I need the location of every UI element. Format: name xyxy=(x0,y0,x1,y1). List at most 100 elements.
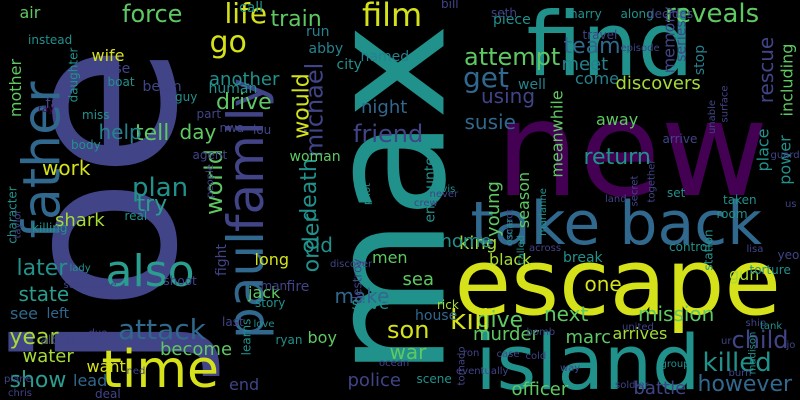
cloud-word: run xyxy=(306,24,330,40)
cloud-word: along xyxy=(620,7,654,21)
cloud-word: including xyxy=(776,43,796,117)
cloud-word: story xyxy=(255,296,286,310)
cloud-word: woman xyxy=(289,149,341,165)
cloud-word: albert xyxy=(40,333,76,347)
cloud-word: bomb xyxy=(526,327,556,338)
cloud-word: body xyxy=(71,138,101,152)
cloud-word: guy xyxy=(175,90,198,104)
cloud-word: make xyxy=(334,284,390,308)
cloud-word: air xyxy=(19,3,41,22)
cloud-word: meanwhile xyxy=(547,90,567,178)
cloud-word: death xyxy=(296,158,322,222)
cloud-word: room xyxy=(716,207,748,221)
cloud-word: however xyxy=(697,372,793,397)
cloud-word: see xyxy=(10,304,39,323)
cloud-word: ned xyxy=(126,366,146,377)
cloud-word: city xyxy=(336,57,362,73)
cloud-word: force xyxy=(122,0,183,28)
cloud-word: killing xyxy=(32,221,68,235)
cloud-word: episode xyxy=(620,43,660,54)
cloud-word: ship xyxy=(745,318,767,329)
cloud-word: chris xyxy=(8,388,32,399)
cloud-word: torture xyxy=(749,263,791,277)
cloud-word: ocean xyxy=(379,358,410,369)
cloud-word: named xyxy=(360,49,410,65)
cloud-word: another xyxy=(209,69,280,90)
cloud-word: madison xyxy=(746,331,758,375)
cloud-word: rick xyxy=(437,298,459,312)
cloud-word: time xyxy=(101,340,219,400)
cloud-word: left xyxy=(46,306,70,322)
cloud-word: year xyxy=(9,325,59,350)
cloud-word: control xyxy=(669,240,711,254)
cloud-word: people xyxy=(204,164,216,198)
cloud-word: next xyxy=(544,302,589,326)
cloud-word: house xyxy=(415,308,458,324)
cloud-word: surface xyxy=(718,85,730,123)
cloud-word: piece xyxy=(493,12,531,28)
cloud-word: one xyxy=(584,272,622,296)
cloud-word: find xyxy=(526,0,694,96)
cloud-word: come xyxy=(575,69,620,88)
cloud-word: tell xyxy=(135,121,170,146)
cloud-word: unable xyxy=(707,99,719,135)
cloud-word: shoot xyxy=(163,274,197,288)
cloud-word: place xyxy=(753,128,773,172)
cloud-word: jack xyxy=(248,283,281,302)
cloud-word: friend xyxy=(353,120,424,148)
cloud-word: burn xyxy=(728,368,752,379)
cloud-word: seth xyxy=(491,6,517,20)
cloud-word: ron xyxy=(463,348,480,359)
cloud-word: tank xyxy=(760,321,783,332)
cloud-word: together xyxy=(646,159,658,203)
cloud-word: last xyxy=(222,315,244,329)
cloud-word: miss xyxy=(82,108,110,122)
cloud-word: would xyxy=(289,73,315,139)
cloud-word: scene xyxy=(416,372,452,386)
cloud-word: sea xyxy=(402,269,434,290)
cloud-word: learns xyxy=(238,318,253,356)
cloud-word: group xyxy=(660,359,690,370)
cloud-word: son xyxy=(387,316,430,344)
cloud-word: old xyxy=(302,233,334,257)
cloud-word: help xyxy=(98,120,142,144)
cloud-word: land xyxy=(605,194,627,205)
cloud-word: mother xyxy=(6,58,26,118)
cloud-word: guard xyxy=(770,150,800,161)
cloud-word: lisa xyxy=(746,244,764,255)
cloud-word: night xyxy=(361,97,408,118)
cloud-word: officer xyxy=(511,379,569,400)
cloud-word: use xyxy=(105,61,131,77)
cloud-word: part xyxy=(196,107,222,121)
cloud-word: boy xyxy=(307,328,337,347)
cloud-word: due xyxy=(88,328,108,339)
cloud-word: set xyxy=(667,186,686,200)
cloud-word: marianne xyxy=(537,188,549,236)
cloud-word: wife xyxy=(91,46,125,65)
cloud-word: drive xyxy=(216,90,272,115)
cloud-word: eventually xyxy=(456,366,509,377)
cloud-word: taken xyxy=(723,193,757,207)
cloud-word: attack xyxy=(118,313,206,346)
cloud-word: fire xyxy=(286,279,310,295)
cloud-word: lou xyxy=(253,123,272,137)
cloud-word: long xyxy=(254,250,290,269)
cloud-word: show xyxy=(9,368,67,393)
cloud-word: fall xyxy=(45,96,67,112)
cloud-word: instead xyxy=(28,33,73,47)
cloud-word: save xyxy=(351,294,389,313)
cloud-word: bill xyxy=(441,0,459,11)
cloud-word: state xyxy=(18,282,70,306)
cloud-word: united xyxy=(622,322,654,333)
cloud-word: lady xyxy=(69,263,91,274)
cloud-word: become xyxy=(160,339,233,360)
cloud-word: team xyxy=(563,34,621,59)
cloud-word: deal xyxy=(95,387,121,400)
cloud-word: get xyxy=(463,61,509,94)
cloud-word: oscar xyxy=(504,218,516,246)
cloud-word: ryan xyxy=(275,333,303,347)
cloud-word: called xyxy=(515,235,527,265)
cloud-word: never xyxy=(429,189,459,200)
cloud-word: case xyxy=(496,349,520,360)
